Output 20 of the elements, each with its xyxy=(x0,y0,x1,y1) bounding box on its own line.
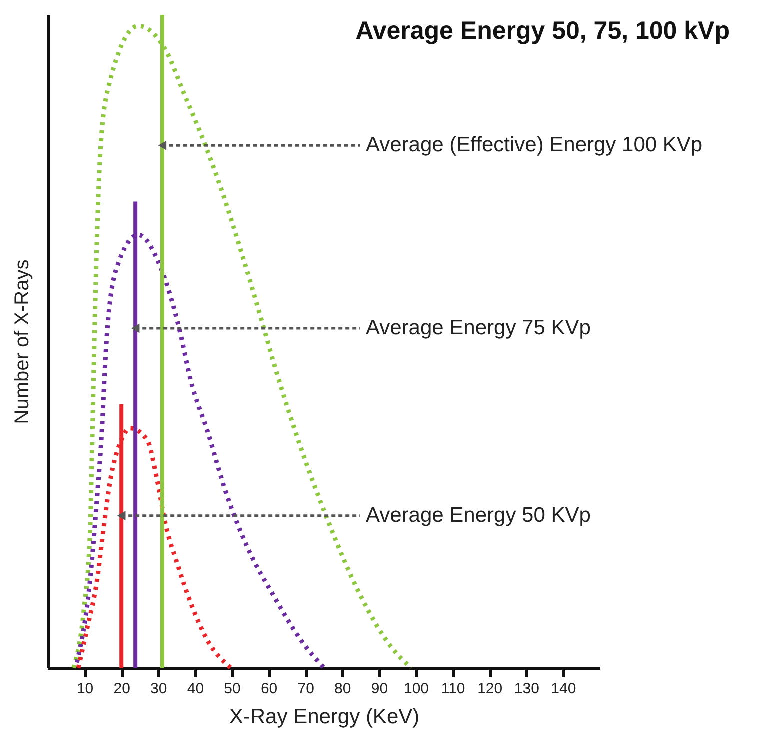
x-tick-label: 130 xyxy=(514,680,540,698)
x-tick-label: 140 xyxy=(551,680,576,698)
x-axis-title: X-Ray Energy (KeV) xyxy=(229,706,420,728)
y-axis-title: Number of X-Rays xyxy=(12,260,34,424)
annotation: Average Energy 50 KVp xyxy=(366,504,591,527)
x-tick-label: 70 xyxy=(298,680,314,698)
x-tick-label: 120 xyxy=(478,680,503,698)
x-tick-label: 10 xyxy=(76,680,94,698)
x-tick-label: 110 xyxy=(441,680,466,698)
x-tick-label: 90 xyxy=(371,680,388,698)
x-tick-label: 100 xyxy=(404,680,430,698)
x-tick-label: 30 xyxy=(150,680,168,698)
x-tick-label: 40 xyxy=(187,680,204,698)
annotation: Average (Effective) Energy 100 KVp xyxy=(366,134,703,157)
x-tick-label: 80 xyxy=(334,680,352,698)
x-tick-label: 50 xyxy=(224,680,241,698)
annotation: Average Energy 75 KVp xyxy=(366,316,591,340)
x-tick-label: 60 xyxy=(260,680,278,698)
x-tick-label: 20 xyxy=(114,680,130,698)
chart-title: Average Energy 50, 75, 100 kVp xyxy=(356,17,730,45)
